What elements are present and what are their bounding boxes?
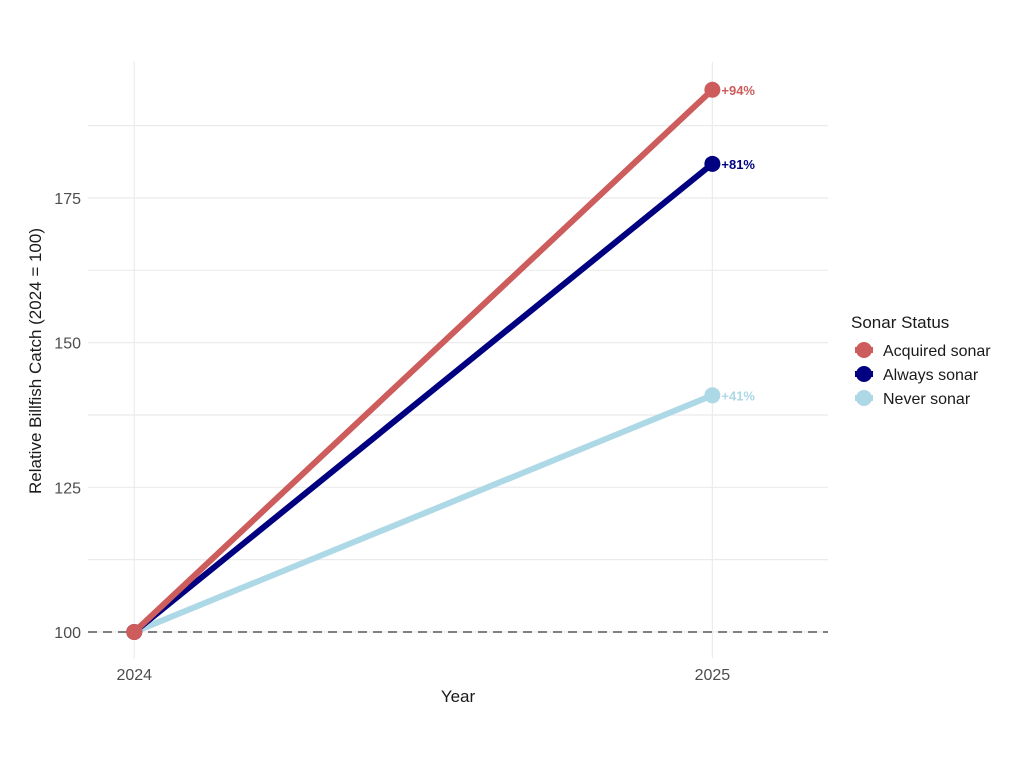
series-points: [126, 81, 721, 640]
y-tick-label: 125: [54, 480, 81, 497]
x-tick-label: 2025: [695, 667, 731, 684]
series-line-always-sonar: [131, 160, 716, 635]
legend: Sonar Status Acquired sonar Always sonar N…: [851, 313, 991, 408]
grid-lines: [88, 62, 828, 658]
legend-title: Sonar Status: [851, 313, 949, 332]
x-tick-label: 2024: [116, 667, 152, 684]
y-tick-label: 150: [54, 336, 81, 353]
x-axis-title: Year: [441, 687, 476, 706]
series-lines: [131, 86, 716, 635]
legend-items: Acquired sonar Always sonar Never sonar: [855, 342, 991, 408]
y-axis-title: Relative Billfish Catch (2024 = 100): [26, 228, 45, 494]
legend-swatch-point: [856, 390, 872, 406]
series-line-acquired-sonar: [131, 86, 716, 635]
legend-item-acquired-sonar: Acquired sonar: [855, 342, 991, 360]
x-tick-labels: 2024 2025: [116, 667, 730, 684]
end-labels: +94% +81% +41%: [721, 83, 755, 404]
point-always-sonar-2025: [704, 155, 721, 172]
y-tick-labels: 100 125 150 175: [54, 191, 81, 642]
legend-item-always-sonar: Always sonar: [855, 366, 979, 384]
legend-label: Acquired sonar: [883, 343, 991, 360]
y-tick-label: 175: [54, 191, 81, 208]
series-line-never-sonar: [131, 392, 716, 635]
end-label-never-sonar: +41%: [721, 388, 755, 403]
y-tick-label: 100: [54, 625, 81, 642]
legend-item-never-sonar: Never sonar: [855, 390, 971, 408]
end-label-always-sonar: +81%: [721, 157, 755, 172]
end-label-acquired-sonar: +94%: [721, 83, 755, 98]
legend-swatch-point: [856, 366, 872, 382]
point-acquired-sonar-2024-top: [126, 623, 143, 640]
legend-label: Always sonar: [883, 367, 979, 384]
point-acquired-sonar-2025: [704, 81, 721, 98]
point-never-sonar-2025: [704, 387, 721, 404]
legend-label: Never sonar: [883, 391, 971, 408]
legend-swatch-point: [856, 342, 872, 358]
